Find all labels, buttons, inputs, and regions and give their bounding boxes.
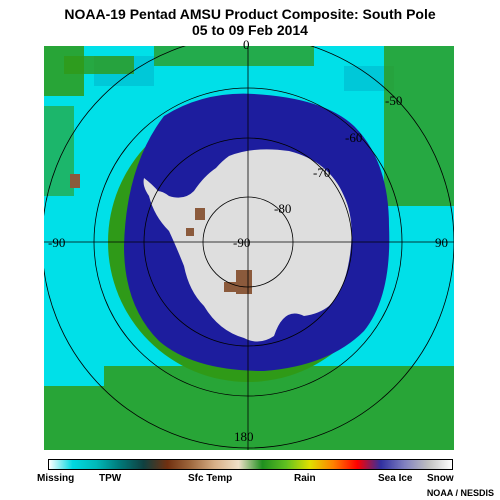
sfc-temp-patch	[224, 282, 238, 292]
legend-label-tpw: TPW	[99, 473, 122, 484]
page-title: NOAA-19 Pentad AMSU Product Composite: S…	[64, 6, 436, 22]
polar-map	[44, 46, 454, 450]
sfc-temp-patch	[70, 174, 80, 188]
legend-label-missing: Missing	[37, 473, 75, 484]
sfc-temp-patch	[186, 228, 194, 236]
sfc-temp-patch	[195, 208, 205, 220]
rain-patch	[154, 46, 314, 66]
legend-color-bar	[48, 459, 453, 470]
antarctica-snow	[149, 149, 352, 342]
rain-patch	[384, 46, 454, 206]
credit-text: NOAA / NESDIS	[426, 488, 494, 498]
antarctic-peninsula	[143, 178, 159, 196]
legend-label-snow: Snow	[427, 473, 454, 484]
legend-label-sfc-temp: Sfc Temp	[188, 473, 233, 484]
legend-label-sea-ice: Sea Ice	[378, 473, 413, 484]
rain-patch	[64, 56, 134, 74]
rain-patch	[44, 366, 454, 450]
legend-label-rain: Rain	[294, 473, 316, 484]
tpw-gap	[404, 226, 454, 306]
rain-patch	[44, 106, 74, 196]
legend-gradient	[49, 460, 452, 469]
date-range: 05 to 09 Feb 2014	[192, 22, 308, 38]
sfc-temp-patch	[236, 270, 252, 294]
